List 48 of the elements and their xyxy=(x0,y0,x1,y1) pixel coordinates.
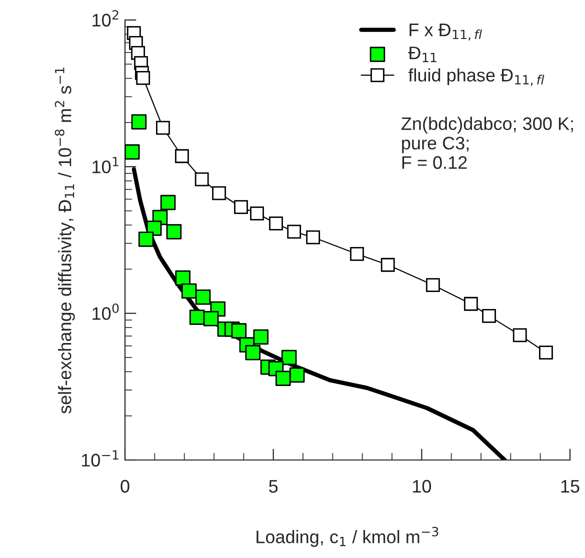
point xyxy=(512,328,527,342)
point xyxy=(287,224,302,239)
point xyxy=(539,346,553,360)
point xyxy=(306,230,320,244)
point xyxy=(234,200,248,214)
point xyxy=(464,296,478,311)
x-tick-label: 10 xyxy=(413,480,432,493)
line-series xyxy=(132,167,507,460)
legend-label: F x Đ$_{11,fl}$ xyxy=(410,24,482,41)
point xyxy=(482,308,496,323)
point xyxy=(231,323,247,338)
point xyxy=(138,232,154,247)
point xyxy=(195,289,211,305)
point xyxy=(250,206,264,220)
point xyxy=(212,186,226,200)
point xyxy=(131,114,147,130)
point xyxy=(136,70,150,85)
point xyxy=(275,370,291,386)
point xyxy=(203,311,219,326)
point xyxy=(156,120,170,135)
point xyxy=(189,310,205,325)
point xyxy=(181,283,197,299)
y-tick-label: 10$^{0}$ xyxy=(92,303,119,320)
point xyxy=(281,350,297,366)
point xyxy=(166,224,182,240)
point xyxy=(125,144,140,160)
y-tick-label: 10$^{1}$ xyxy=(92,156,118,174)
point xyxy=(426,278,440,292)
x-tick-label: 5 xyxy=(269,480,278,493)
x-tick-label: 0 xyxy=(120,480,130,493)
point xyxy=(269,216,283,230)
point xyxy=(253,329,269,345)
legend-label: fluid phase Đ$_{11,fl}$ xyxy=(408,68,544,86)
point xyxy=(245,344,261,360)
point xyxy=(194,172,209,186)
point xyxy=(160,194,176,210)
x-tick-label: 15 xyxy=(561,480,580,493)
annotation: Zn(bdc)dabco; 300 K; pure C3; F = 0.12 xyxy=(401,116,573,169)
legend-label: Đ$_{11}$ xyxy=(408,46,436,62)
point xyxy=(289,367,305,383)
y-axis-title: self-exchange diffusivity, Đ$_{11}$ / 10$^{−8}$ m$^{2}$ s$^{−1}$ xyxy=(54,68,75,414)
y-tick-label: 10$^{2}$ xyxy=(92,10,118,27)
point xyxy=(350,247,364,261)
point xyxy=(175,270,190,286)
y-tick-label: 10$^{−1}$ xyxy=(82,450,118,467)
point xyxy=(175,149,189,164)
point xyxy=(380,258,395,272)
x-axis-title: Loading, c$_{1}$ / kmol m$^{−3}$ xyxy=(256,526,438,547)
